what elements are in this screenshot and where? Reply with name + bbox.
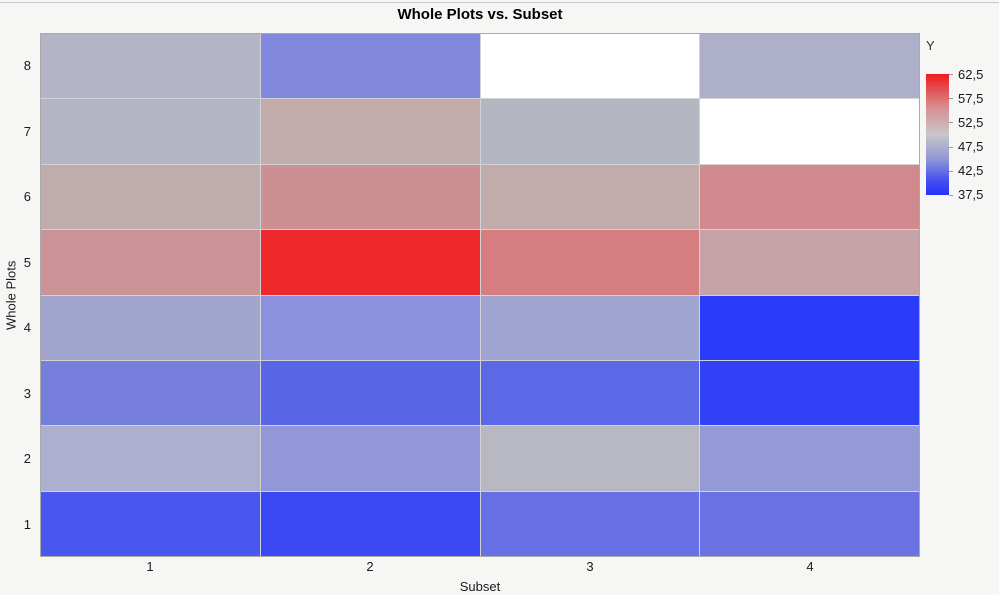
y-tick-label: 3 [23, 385, 31, 401]
heatmap-cell[interactable] [700, 295, 919, 360]
heatmap-cell[interactable] [700, 360, 919, 426]
legend-gradient-bar [926, 74, 949, 195]
legend: Y 62,5 57,5 52,5 47,5 42,5 37,5 [925, 38, 999, 208]
legend-tick-labels: 62,5 57,5 52,5 47,5 42,5 37,5 [958, 66, 984, 203]
heatmap-cell[interactable] [41, 34, 260, 99]
x-tick-label: 4 [806, 559, 814, 574]
x-axis-ticks: 1 2 3 4 [40, 559, 920, 574]
heatmap-cell[interactable] [41, 164, 260, 230]
legend-tick [949, 170, 953, 172]
heatmap-cell[interactable] [700, 99, 919, 164]
y-tick-label: 6 [23, 189, 31, 205]
heatmap-cell[interactable] [41, 360, 260, 426]
legend-tick [949, 98, 953, 100]
heatmap-cell[interactable] [41, 99, 260, 164]
chart-title: Whole Plots vs. Subset [397, 6, 563, 23]
heatmap-cell[interactable] [260, 295, 480, 360]
y-tick-label: 2 [23, 451, 31, 467]
heatmap-cell[interactable] [41, 426, 260, 491]
legend-tick [949, 195, 953, 196]
heatmap-cell[interactable] [480, 295, 700, 360]
legend-tick-marks [949, 74, 954, 196]
heatmap-cell[interactable] [41, 230, 260, 295]
y-axis-ticks: 8 7 6 5 4 3 2 1 [0, 33, 31, 557]
heatmap-cell[interactable] [260, 360, 480, 426]
y-tick-label: 4 [23, 320, 31, 336]
heatmap-cell[interactable] [480, 164, 700, 230]
heatmap-cell[interactable] [41, 491, 260, 556]
heatmap-cell[interactable] [260, 491, 480, 556]
heatmap-cell[interactable] [260, 99, 480, 164]
x-tick-label: 1 [146, 559, 154, 574]
heatmap-cell[interactable] [480, 99, 700, 164]
heatmap-cell[interactable] [480, 491, 700, 556]
y-tick-label: 1 [23, 516, 31, 532]
heatmap-cell[interactable] [260, 34, 480, 99]
heatmap-cell[interactable] [41, 295, 260, 360]
heatmap-cell[interactable] [480, 360, 700, 426]
heatmap-cell[interactable] [480, 426, 700, 491]
heatmap-cell[interactable] [480, 34, 700, 99]
legend-tick [949, 122, 953, 124]
legend-tick [949, 146, 953, 148]
heatmap-plot [40, 33, 920, 557]
x-axis-title: Subset [459, 579, 501, 594]
heatmap-cell[interactable] [700, 34, 919, 99]
heatmap-cell[interactable] [700, 164, 919, 230]
x-tick-label: 3 [586, 559, 594, 574]
heatmap-cell[interactable] [260, 426, 480, 491]
legend-title: Y [926, 38, 935, 53]
legend-tick [949, 74, 953, 75]
heatmap-cell[interactable] [700, 491, 919, 556]
heatmap-cell[interactable] [700, 230, 919, 295]
heatmap-cell[interactable] [260, 230, 480, 295]
y-tick-label: 5 [23, 254, 31, 270]
window-top-divider [0, 2, 999, 3]
heatmap-cell[interactable] [480, 230, 700, 295]
heatmap-cell[interactable] [260, 164, 480, 230]
x-tick-label: 2 [366, 559, 374, 574]
y-tick-label: 8 [23, 58, 31, 74]
heatmap-cell[interactable] [700, 426, 919, 491]
y-tick-label: 7 [23, 123, 31, 139]
